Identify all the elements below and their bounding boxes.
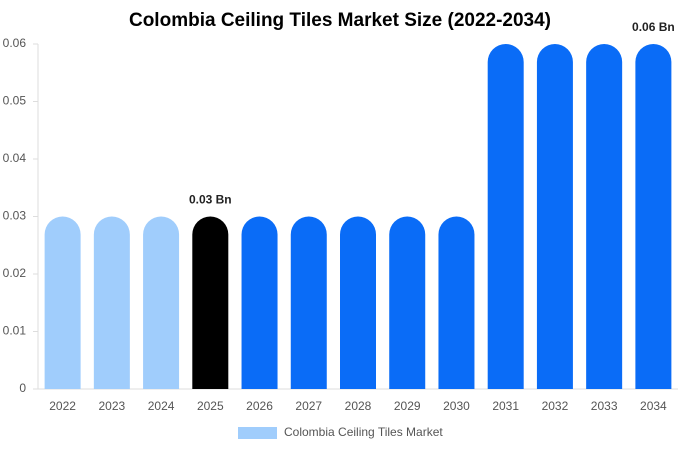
x-tick-label: 2028 [345, 399, 372, 413]
x-tick-label: 2030 [443, 399, 470, 413]
x-tick-label: 2031 [492, 399, 519, 413]
x-tick-label: 2022 [49, 399, 76, 413]
x-tick-label: 2023 [98, 399, 125, 413]
data-label: 0.03 Bn [189, 193, 232, 207]
x-tick-label: 2025 [197, 399, 224, 413]
bar [438, 216, 475, 389]
x-tick-label: 2026 [246, 399, 273, 413]
bar [389, 216, 426, 389]
bar [143, 216, 180, 389]
x-tick-label: 2032 [542, 399, 569, 413]
x-tick-label: 2027 [295, 399, 322, 413]
bar [241, 216, 278, 389]
x-tick-label: 2034 [640, 399, 667, 413]
data-label: 0.06 Bn [632, 20, 675, 34]
bar [93, 216, 130, 389]
x-tick-label: 2029 [394, 399, 421, 413]
chart-title: Colombia Ceiling Tiles Market Size (2022… [129, 10, 551, 31]
bar [586, 44, 623, 389]
bar [340, 216, 376, 389]
y-tick-label: 0.06 [3, 36, 27, 50]
y-tick-label: 0.03 [3, 209, 27, 223]
legend-label: Colombia Ceiling Tiles Market [284, 425, 443, 439]
bar [536, 44, 573, 389]
y-tick-label: 0 [19, 381, 26, 395]
y-tick-label: 0.04 [3, 151, 27, 165]
bar [44, 216, 81, 389]
y-tick-label: 0.02 [3, 266, 27, 280]
bar [290, 216, 327, 389]
legend-swatch [238, 427, 277, 439]
bar [635, 44, 672, 389]
x-tick-label: 2033 [591, 399, 618, 413]
y-tick-label: 0.01 [3, 324, 27, 338]
x-tick-label: 2024 [148, 399, 175, 413]
bar [487, 44, 524, 389]
y-tick-label: 0.05 [3, 94, 27, 108]
bar [192, 216, 229, 389]
